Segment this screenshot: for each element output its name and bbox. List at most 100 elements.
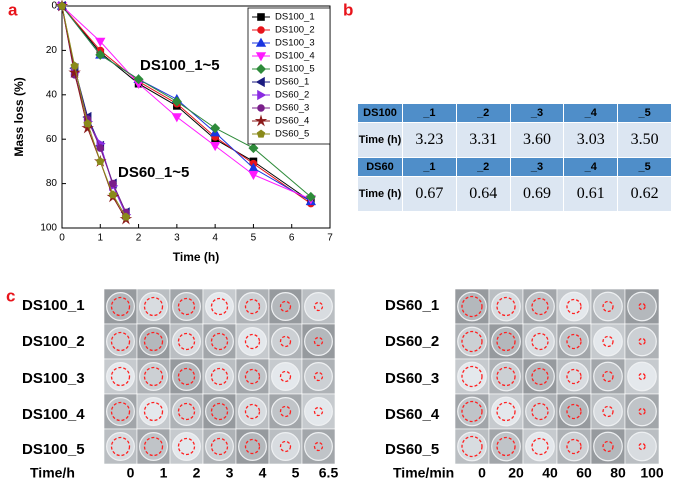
sample-outline <box>143 401 164 422</box>
sample-outline <box>244 333 261 350</box>
dish <box>593 291 623 322</box>
sample-outline <box>313 336 324 347</box>
sample-outline <box>461 400 483 423</box>
dish <box>593 326 623 357</box>
table-cell: 3.03 <box>563 122 619 158</box>
dish <box>271 327 300 356</box>
panel-label: c <box>6 286 15 305</box>
column-label: 6.5 <box>319 465 339 481</box>
dish <box>238 292 267 321</box>
marker <box>255 76 265 88</box>
y-axis-label: Mass loss (%) <box>12 77 26 156</box>
sample-outline <box>244 298 261 315</box>
sample-outline <box>531 297 549 316</box>
sample-outline <box>496 296 516 317</box>
sample-outline <box>210 297 229 316</box>
dish <box>205 432 234 461</box>
sample-outline <box>566 298 582 315</box>
marker <box>257 26 265 34</box>
x-tick-label: 5 <box>251 233 257 244</box>
y-tick-label: 20 <box>46 45 58 56</box>
table-cell: 3.23 <box>402 122 457 158</box>
sample-outline <box>602 405 614 418</box>
sample-outline <box>177 402 196 421</box>
dish <box>593 396 623 427</box>
table-cell: _3 <box>509 157 565 177</box>
dish <box>525 291 555 322</box>
sample-outline <box>279 370 292 383</box>
table-cell: 0.67 <box>402 176 457 212</box>
dish <box>271 432 300 461</box>
sample-outline <box>496 366 516 387</box>
marker <box>209 142 221 152</box>
sample-outline <box>602 370 614 383</box>
dish <box>593 361 623 392</box>
dish <box>205 362 234 391</box>
dish <box>205 327 234 356</box>
column-label: 100 <box>640 465 664 481</box>
column-label: 0 <box>478 465 486 481</box>
series-line <box>61 5 127 218</box>
dish <box>106 292 135 321</box>
dish <box>238 362 267 391</box>
table-cell: _4 <box>563 157 619 177</box>
row-label: DS100_3 <box>22 370 85 387</box>
annotation: DS100_1~5 <box>140 57 220 74</box>
dish <box>304 292 333 321</box>
sample-outline <box>110 331 131 352</box>
legend-label: DS60_3 <box>275 103 309 114</box>
sample-outline <box>279 440 292 453</box>
sample-outline <box>461 295 483 318</box>
dish <box>559 326 589 357</box>
dish <box>491 361 521 392</box>
table-cell: 3.31 <box>455 122 511 158</box>
table-cell: 0.61 <box>563 176 619 212</box>
sample-outline <box>638 407 646 416</box>
sample-outline <box>244 403 261 420</box>
sample-outline <box>496 401 516 422</box>
marker <box>255 63 267 75</box>
dish <box>238 432 267 461</box>
sample-outline <box>210 332 229 351</box>
table-cell: _2 <box>455 103 511 123</box>
column-label: 40 <box>542 465 558 481</box>
dish <box>525 361 555 392</box>
marker <box>96 156 105 165</box>
sample-outline <box>566 333 582 350</box>
table-cell: Time (h) <box>357 176 403 212</box>
marker <box>257 104 265 112</box>
table-cell: _4 <box>563 103 619 123</box>
table-cell: _1 <box>402 157 457 177</box>
marker <box>257 13 265 21</box>
dish <box>593 431 623 462</box>
table-row: DS100 _1 _2 _3 _4 _5 <box>357 103 672 123</box>
x-tick-label: 1 <box>98 233 104 244</box>
dish <box>271 397 300 426</box>
marker <box>254 114 268 127</box>
dish <box>559 396 589 427</box>
sample-outline <box>177 437 196 456</box>
dish <box>106 432 135 461</box>
table-cell: DS100 <box>357 103 403 123</box>
y-tick-label: 80 <box>46 178 58 189</box>
dish <box>525 396 555 427</box>
y-tick-label: 60 <box>46 134 58 145</box>
table-cell: 0.62 <box>617 176 672 212</box>
sample-outline <box>177 332 196 351</box>
table-row: Time (h) 0.67 0.64 0.69 0.61 0.62 <box>357 176 672 212</box>
marker <box>305 191 316 202</box>
sample-outline <box>143 366 164 387</box>
y-tick-label: 40 <box>46 89 58 100</box>
dish <box>172 362 201 391</box>
table-cell: _3 <box>509 103 565 123</box>
dish <box>172 432 201 461</box>
sample-outline <box>638 302 646 311</box>
column-label: 3 <box>226 465 234 481</box>
row-label: DS60_2 <box>385 333 439 350</box>
sample-outline <box>244 438 261 455</box>
x-tick-label: 6 <box>289 233 295 244</box>
dish <box>559 431 589 462</box>
dish <box>559 361 589 392</box>
sample-outline <box>313 301 324 312</box>
marker <box>81 121 94 134</box>
